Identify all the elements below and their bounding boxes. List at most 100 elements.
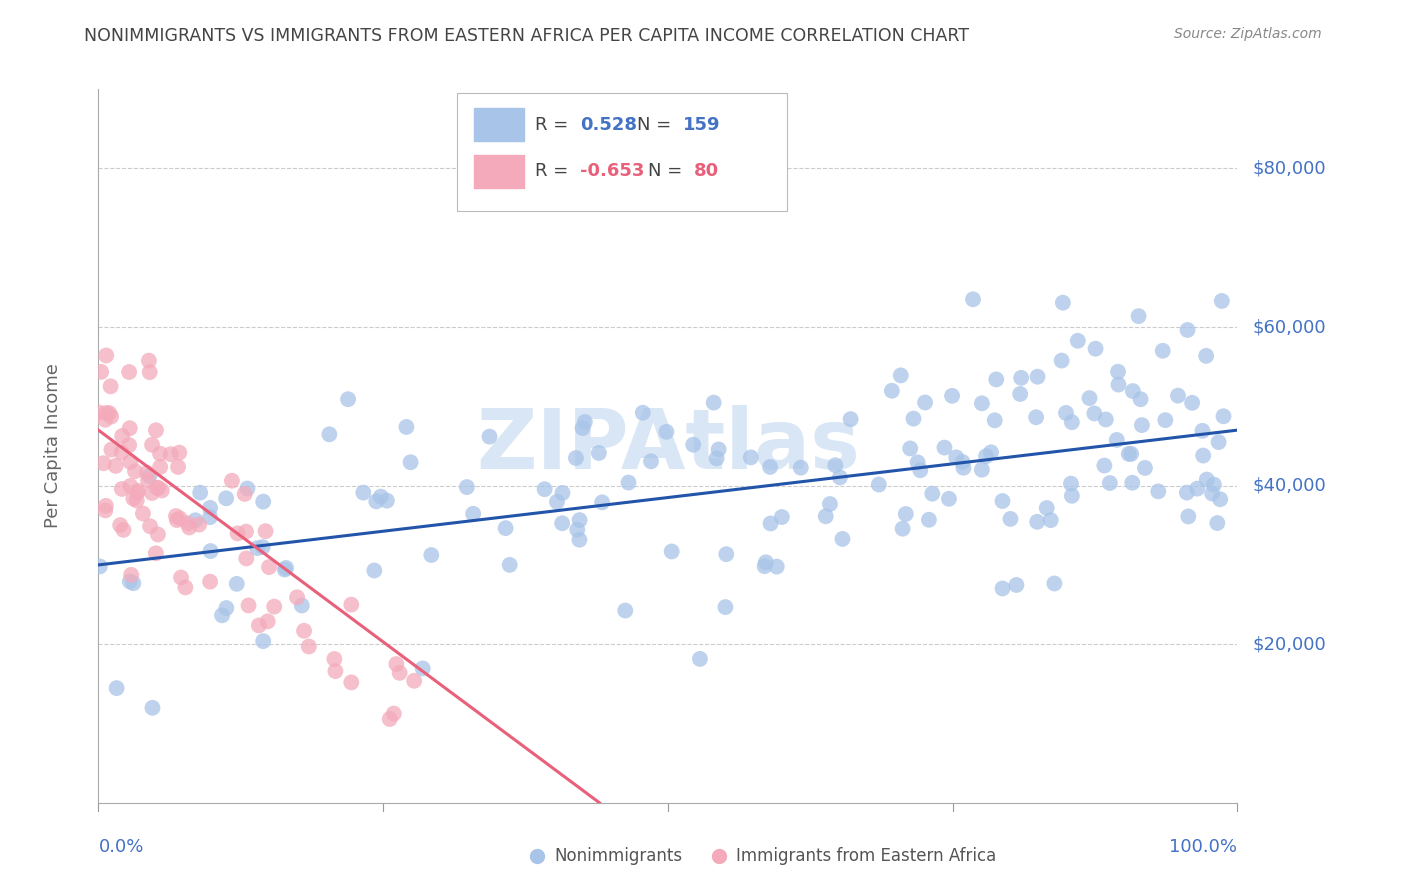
FancyBboxPatch shape [474, 109, 524, 141]
Point [571, 421, 593, 435]
Point [127, 485, 149, 500]
Point [146, 527, 169, 541]
Point [1060, 476, 1083, 491]
Point [1121, 475, 1143, 490]
Point [169, 445, 191, 459]
Point [1122, 384, 1144, 398]
Point [689, 652, 711, 666]
Point [273, 563, 295, 577]
Point [215, 491, 238, 506]
Point [337, 392, 360, 407]
Point [655, 425, 678, 439]
Point [120, 455, 142, 469]
Point [714, 600, 737, 615]
Point [568, 533, 591, 547]
Point [1054, 406, 1077, 420]
Point [980, 445, 1002, 459]
Point [1043, 576, 1066, 591]
Point [983, 413, 1005, 427]
Point [235, 551, 257, 566]
Point [141, 701, 163, 715]
Point [98, 406, 121, 420]
Point [890, 368, 912, 383]
Point [211, 608, 233, 623]
Point [235, 524, 257, 539]
Point [226, 526, 249, 541]
Point [118, 574, 141, 589]
Point [567, 523, 589, 537]
Text: R =: R = [534, 116, 574, 134]
Point [790, 460, 813, 475]
Point [533, 482, 555, 496]
Point [910, 463, 932, 477]
Point [252, 494, 274, 508]
Point [991, 494, 1014, 508]
Point [122, 576, 145, 591]
Point [1118, 447, 1140, 461]
Point [94, 413, 117, 427]
Point [1202, 477, 1225, 491]
Point [246, 541, 269, 556]
Point [174, 581, 197, 595]
Text: Nonimmigrants: Nonimmigrants [554, 847, 682, 865]
Point [640, 454, 662, 468]
Point [340, 598, 363, 612]
Point [179, 520, 201, 534]
Point [839, 412, 862, 426]
Point [1195, 349, 1218, 363]
Point [120, 567, 142, 582]
Point [198, 510, 221, 524]
Point [551, 516, 574, 531]
Point [89, 406, 111, 420]
Point [149, 459, 172, 474]
Point [420, 548, 443, 562]
Point [138, 365, 160, 379]
Point [499, 558, 522, 572]
Point [292, 624, 315, 638]
Point [828, 470, 851, 484]
Point [221, 474, 243, 488]
Point [100, 409, 122, 424]
Point [716, 547, 738, 561]
Point [831, 532, 853, 546]
Point [1078, 391, 1101, 405]
Point [167, 459, 190, 474]
Point [111, 482, 134, 496]
Point [759, 516, 782, 531]
Point [215, 601, 238, 615]
Text: Immigrants from Eastern Africa: Immigrants from Eastern Africa [737, 847, 997, 865]
Point [120, 479, 142, 493]
Point [631, 406, 654, 420]
Point [1105, 433, 1128, 447]
Point [1095, 412, 1118, 426]
Point [478, 429, 501, 443]
Point [165, 509, 187, 524]
Point [880, 384, 903, 398]
Point [526, 796, 548, 810]
Point [1209, 492, 1232, 507]
Point [546, 494, 568, 508]
Point [945, 450, 967, 465]
Point [340, 675, 363, 690]
Point [188, 485, 211, 500]
Point [1154, 413, 1177, 427]
FancyBboxPatch shape [457, 93, 787, 211]
Point [1192, 449, 1215, 463]
Text: N =: N = [637, 116, 678, 134]
Point [325, 664, 347, 678]
Point [274, 561, 297, 575]
Point [285, 591, 308, 605]
Point [252, 540, 274, 554]
Point [682, 438, 704, 452]
Point [263, 599, 285, 614]
Point [952, 455, 974, 469]
Point [661, 544, 683, 558]
Point [754, 559, 776, 574]
Point [934, 441, 956, 455]
Point [399, 455, 422, 469]
Point [100, 379, 122, 393]
Text: Per Capita Income: Per Capita Income [44, 364, 62, 528]
Point [1177, 509, 1199, 524]
Point [1092, 458, 1115, 473]
Point [170, 570, 193, 584]
